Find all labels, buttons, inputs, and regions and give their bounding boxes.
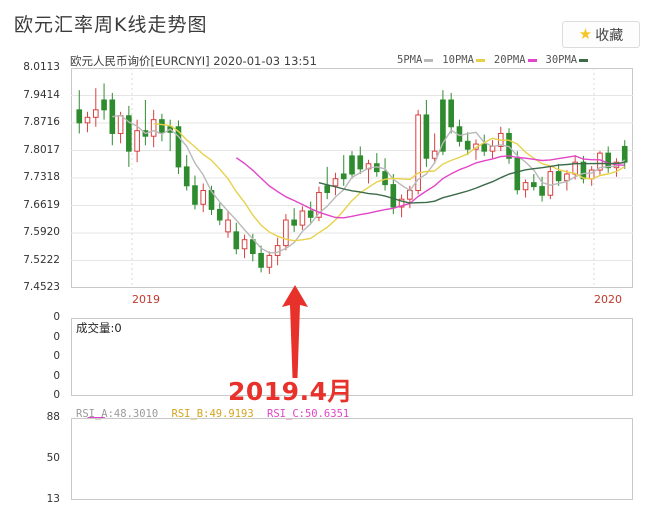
- k-axis-tick: 7.5222: [23, 253, 60, 266]
- volume-axis-tick: 0: [53, 369, 60, 382]
- quote-header: 欧元人民币询价[EURCNYI] 2020-01-03 13:51: [70, 54, 317, 68]
- legend-30pma[interactable]: 30PMA: [546, 54, 589, 66]
- k-axis-tick: 7.5920: [23, 226, 60, 238]
- rsi-b-value: RSI_B:49.9193: [171, 408, 254, 420]
- annotation-label: 2019.4月: [228, 377, 353, 406]
- k-axis-tick: 7.8017: [23, 143, 60, 156]
- rsi-a-value: RSI_A:48.3010: [76, 408, 159, 420]
- x-axis-tick: 2020: [594, 293, 622, 306]
- k-axis-tick: 7.7318: [23, 171, 60, 183]
- favorite-button[interactable]: ★ 收藏: [562, 21, 640, 48]
- candlestick-panel[interactable]: [71, 68, 633, 288]
- ma-legend: 5PMA 10PMA 20PMA 30PMA: [397, 54, 597, 66]
- legend-20pma[interactable]: 20PMA: [494, 54, 537, 66]
- volume-head: 成交量:0: [76, 321, 122, 335]
- rsi-axis-tick: 50: [46, 452, 60, 464]
- x-axis-tick: 2019: [132, 293, 160, 306]
- rsi-axis-tick: 88: [46, 411, 60, 423]
- k-axis-tick: 7.6619: [23, 198, 60, 211]
- volume-axis-tick: 0: [53, 330, 60, 343]
- legend-10pma[interactable]: 10PMA: [442, 54, 485, 66]
- k-axis-tick: 7.9414: [23, 88, 60, 101]
- rsi-c-value: RSI_C:50.6351: [267, 408, 350, 420]
- rsi-head: RSI_A:48.3010 RSI_B:49.9193 RSI_C:50.635…: [76, 408, 349, 420]
- volume-axis-tick: 0: [53, 350, 60, 362]
- page-title: 欧元汇率周K线走势图: [14, 14, 208, 36]
- legend-5pma[interactable]: 5PMA: [397, 54, 434, 66]
- volume-panel[interactable]: [71, 318, 633, 396]
- k-axis-tick: 8.0113: [23, 61, 60, 73]
- k-axis-tick: 7.4523: [23, 281, 60, 293]
- volume-axis-tick: 0: [53, 389, 60, 401]
- k-axis-tick: 7.8716: [23, 116, 60, 128]
- volume-axis-tick: 0: [53, 311, 60, 323]
- rsi-axis-tick: 13: [46, 493, 60, 505]
- rsi-panel[interactable]: [71, 418, 633, 500]
- favorite-label: 收藏: [595, 26, 624, 43]
- star-icon: ★: [578, 26, 593, 43]
